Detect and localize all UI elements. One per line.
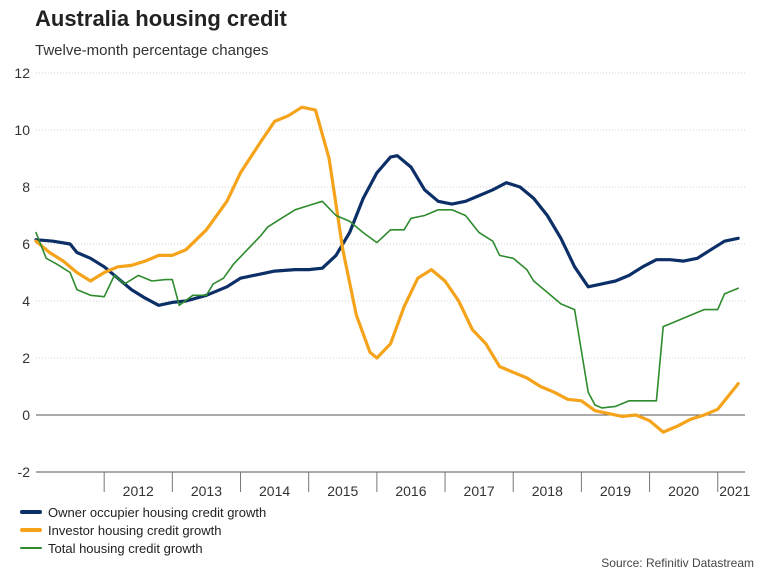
legend-swatch-owner [20,510,42,514]
y-tick-label: 12 [14,65,30,81]
chart-canvas: -2 0 2 4 6 8 10 12 2012 2013 2014 2015 2016 2017 2018 2… [14,65,750,499]
legend-label-owner: Owner occupier housing credit growth [48,504,267,520]
series-line-owner-occupier [34,154,740,307]
x-tick-label: 2012 [123,483,154,499]
y-tick-label: 2 [22,350,30,366]
x-tick-label: 2019 [600,483,631,499]
legend-label-investor: Investor housing credit growth [48,522,222,538]
y-tick-label: 0 [22,407,30,423]
legend-swatch-total [20,547,42,549]
x-tick-label: 2014 [259,483,290,499]
x-tick-label: 2016 [395,483,426,499]
y-tick-label: 8 [22,179,30,195]
x-tick-label: 2018 [532,483,563,499]
legend-item-total: Total housing credit growth [20,539,266,557]
legend-swatch-investor [20,528,42,532]
x-tick-label: 2015 [327,483,358,499]
series-line-investor [34,105,740,434]
chart-title: Australia housing credit [35,6,287,31]
series-line-total [35,200,740,409]
legend-label-total: Total housing credit growth [48,540,203,556]
x-tick-label: 2013 [191,483,222,499]
y-tick-label: 6 [22,236,30,252]
source-note: Source: Refinitiv Datastream [601,556,754,570]
y-tick-label: 4 [22,293,30,309]
y-tick-label: 10 [14,122,30,138]
legend-item-owner: Owner occupier housing credit growth [20,503,266,521]
y-tick-label: -2 [18,464,31,480]
legend: Owner occupier housing credit growth Inv… [20,503,266,557]
chart-subtitle: Twelve-month percentage changes [35,42,269,59]
x-tick-label: 2020 [668,483,699,499]
legend-item-investor: Investor housing credit growth [20,521,266,539]
x-tick-label: 2017 [464,483,495,499]
x-tick-label: 2021 [719,483,750,499]
